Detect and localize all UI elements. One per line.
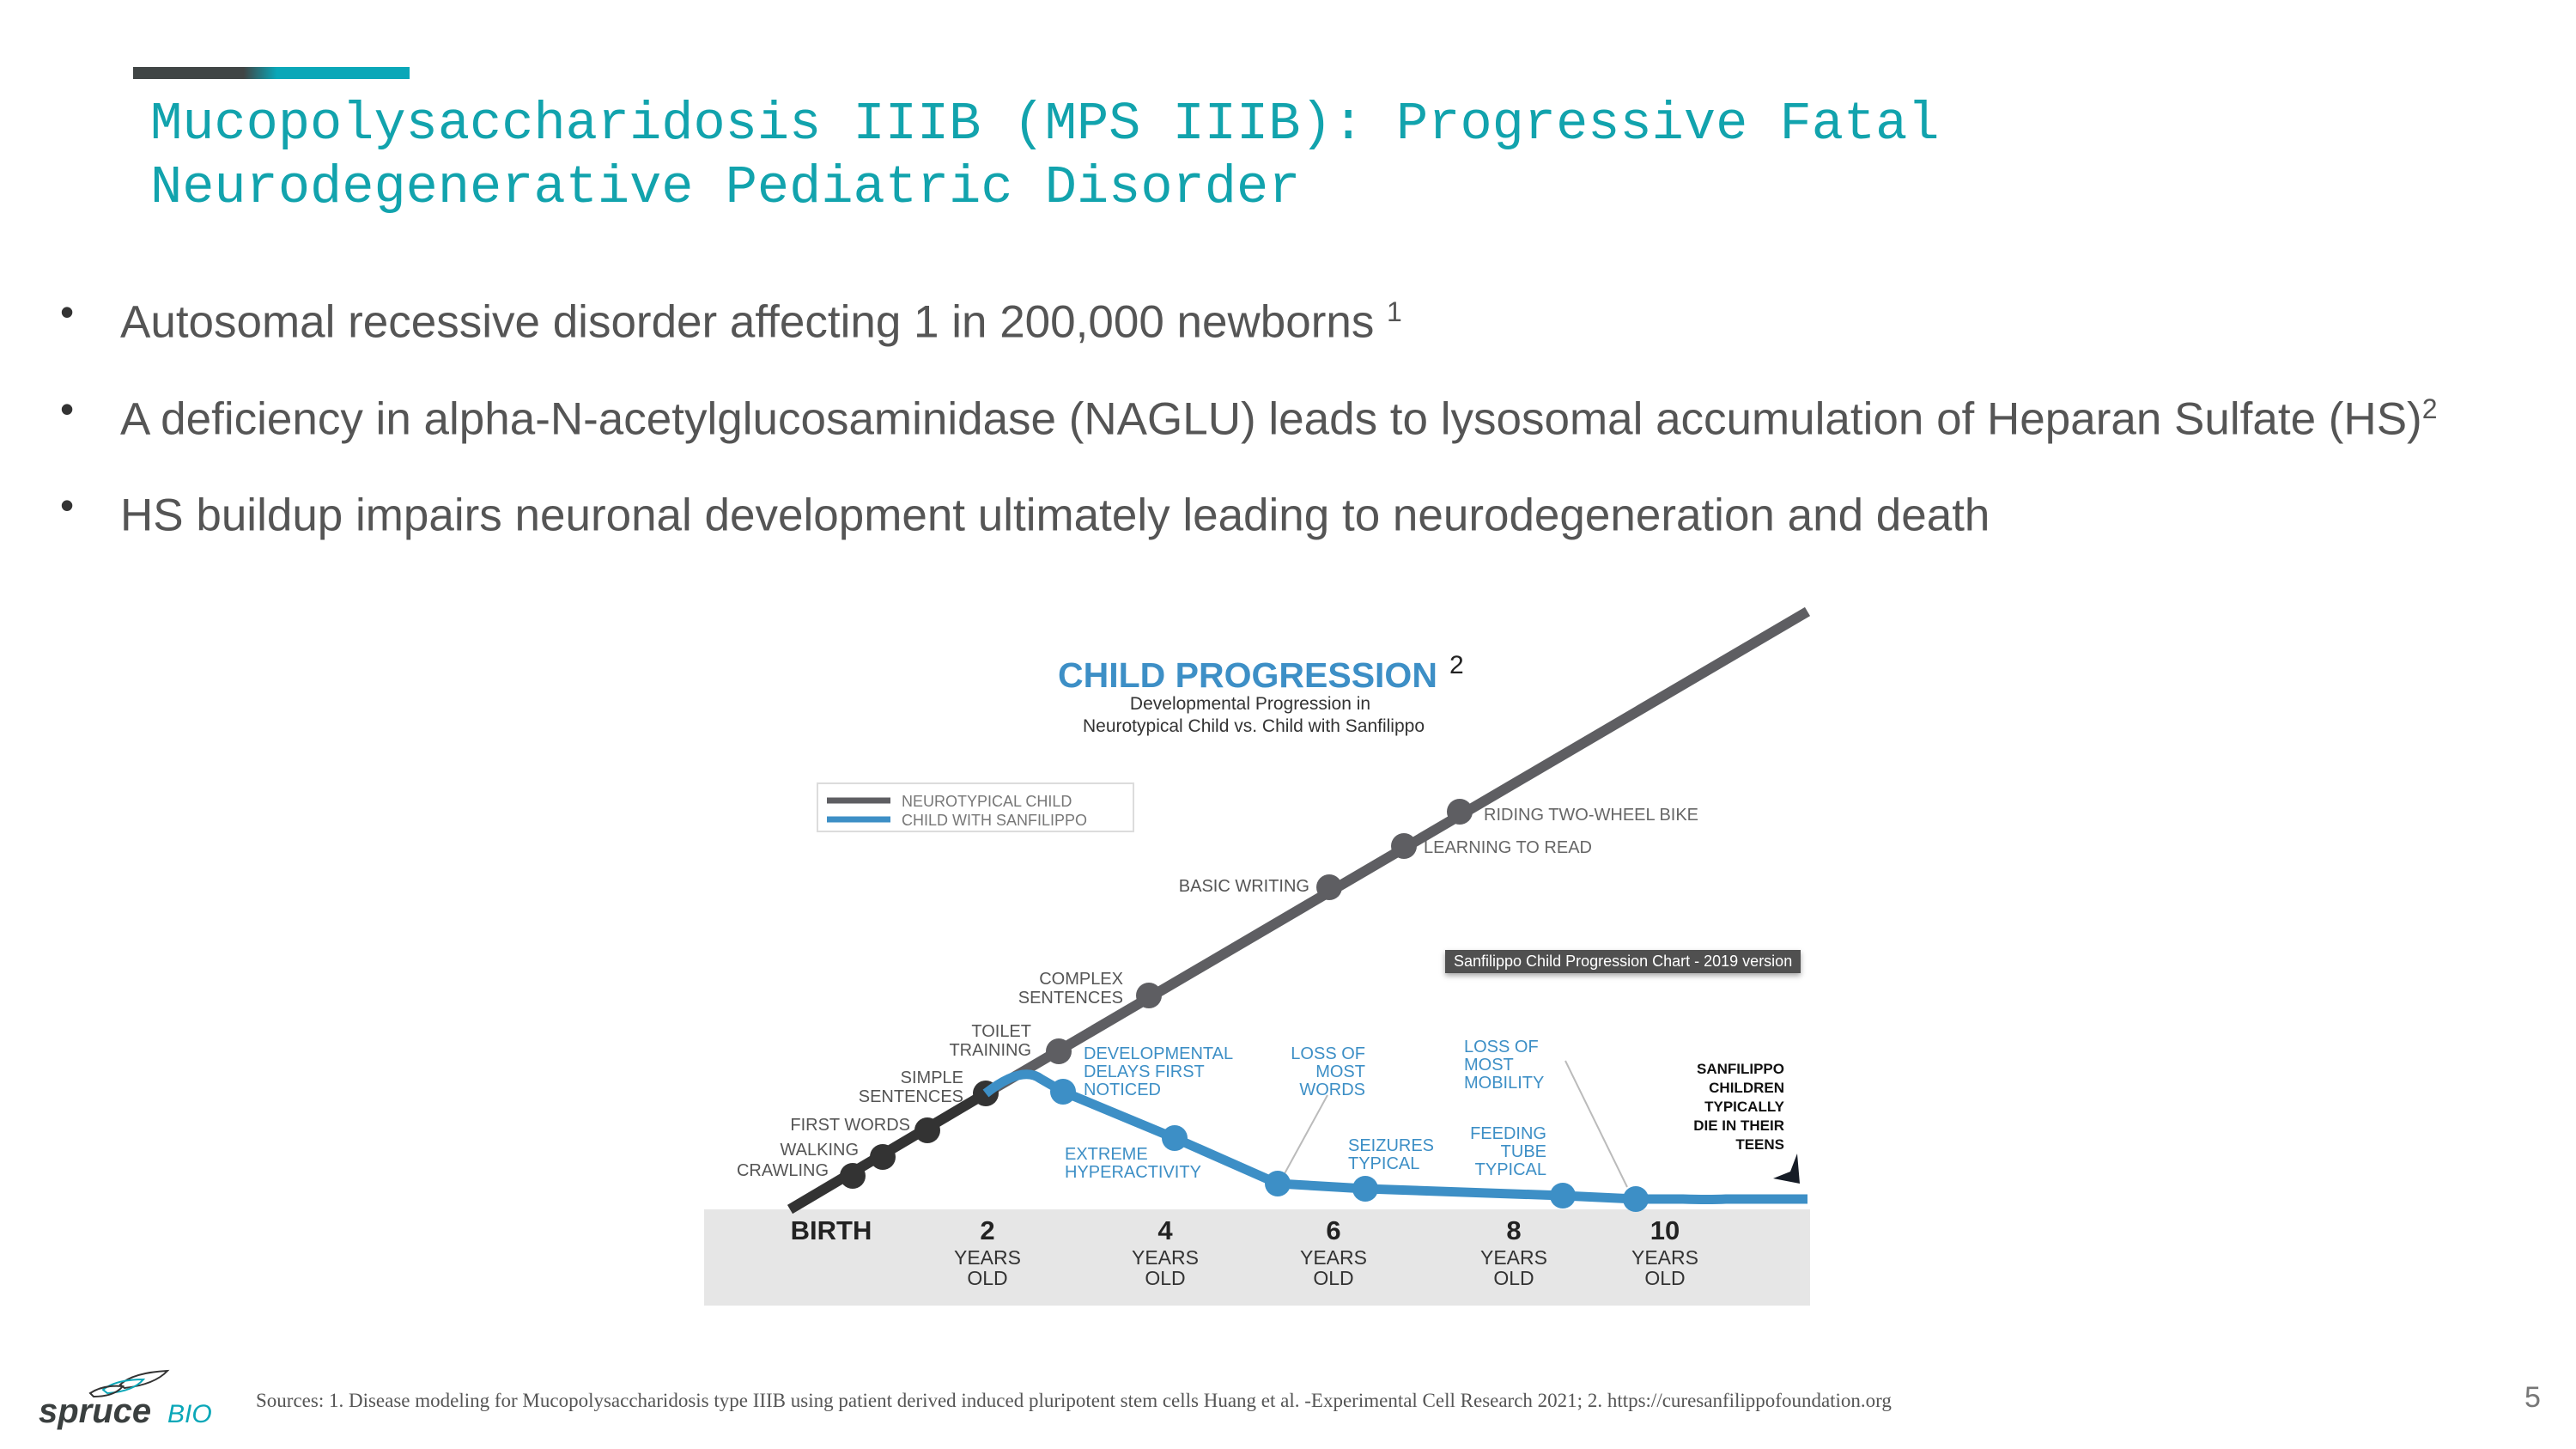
axis-label-birth: BIRTH (791, 1215, 872, 1245)
label-simple-2: SENTENCES (859, 1087, 963, 1106)
bullet-list: • Autosomal recessive disorder affecting … (60, 283, 2516, 574)
label-simple-1: SIMPLE (901, 1068, 963, 1087)
label-death-1: SANFILIPPO (1697, 1061, 1784, 1077)
axis-label-10: 10 (1650, 1215, 1680, 1245)
leader-line-mobility (1564, 1060, 1628, 1188)
label-first-words: FIRST WORDS (790, 1116, 910, 1135)
label-learning-to-read: LEARNING TO READ (1424, 838, 1592, 857)
bullet-icon: • (60, 386, 75, 431)
label-hyper-1: EXTREME (1065, 1145, 1148, 1164)
chart-subtitle-1: Developmental Progression in (1130, 694, 1370, 714)
title-accent-bar (133, 67, 410, 79)
axis-sub-6a: YEARS (1300, 1246, 1367, 1269)
bullet-icon: • (60, 483, 75, 528)
chart-title-sup: 2 (1449, 651, 1464, 679)
bullet-icon: • (60, 289, 75, 334)
label-toilet-1: TOILET (971, 1022, 1031, 1041)
arrow-head-icon (1773, 1154, 1800, 1184)
axis-sub-8b: OLD (1493, 1267, 1534, 1289)
age-axis-band (704, 1209, 1810, 1306)
legend-label-neurotypical: NEUROTYPICAL CHILD (902, 793, 1072, 810)
label-crawling: CRAWLING (737, 1161, 829, 1180)
axis-sub-6b: OLD (1313, 1267, 1353, 1289)
label-basic-writing: BASIC WRITING (1179, 877, 1309, 896)
chart-subtitle-2: Neurotypical Child vs. Child with Sanfil… (1083, 716, 1425, 736)
axis-sub-10a: YEARS (1631, 1246, 1698, 1269)
label-words-2: MOST (1315, 1062, 1365, 1081)
label-death-4: DIE IN THEIR (1693, 1117, 1784, 1134)
label-seizures-2: TYPICAL (1348, 1154, 1419, 1173)
label-mobility-3: MOBILITY (1464, 1074, 1544, 1093)
label-delays-1: DEVELOPMENTAL (1084, 1044, 1233, 1063)
label-death-2: CHILDREN (1709, 1080, 1784, 1096)
chart-legend: NEUROTYPICAL CHILD CHILD WITH SANFILIPPO (817, 782, 1134, 832)
label-mobility-2: MOST (1464, 1056, 1514, 1075)
label-death-5: TEENS (1735, 1136, 1784, 1153)
axis-sub-4a: YEARS (1132, 1246, 1199, 1269)
logo-text-bio: BIO (167, 1400, 212, 1428)
logo-text-spruce: spruce (39, 1392, 151, 1430)
label-delays-2: DELAYS FIRST (1084, 1062, 1205, 1081)
label-words-3: WORDS (1299, 1081, 1365, 1099)
sanfilippo-series (982, 1069, 1807, 1212)
label-toilet-2: TRAINING (949, 1041, 1031, 1060)
label-feeding-1: FEEDING (1470, 1124, 1546, 1143)
label-complex-2: SENTENCES (1018, 989, 1123, 1008)
sources-footnote: Sources: 1. Disease modeling for Mucopol… (256, 1390, 1892, 1411)
axis-label-8: 8 (1506, 1215, 1521, 1245)
spruce-bio-logo: spruce BIO (39, 1369, 212, 1430)
label-mobility-1: LOSS OF (1464, 1038, 1539, 1056)
chart-title: CHILD PROGRESSION (1058, 655, 1437, 695)
axis-sub-10b: OLD (1644, 1267, 1685, 1289)
axis-label-6: 6 (1326, 1215, 1340, 1245)
label-delays-3: NOTICED (1084, 1081, 1161, 1099)
axis-sub-2a: YEARS (954, 1246, 1021, 1269)
label-feeding-2: TUBE (1501, 1142, 1546, 1161)
axis-sub-4b: OLD (1145, 1267, 1185, 1289)
axis-sub-8a: YEARS (1480, 1246, 1547, 1269)
axis-label-4: 4 (1157, 1215, 1173, 1245)
label-walking: WALKING (781, 1141, 860, 1160)
bullet-item: • A deficiency in alpha-N-acetylglucosami… (60, 381, 2516, 448)
label-death-3: TYPICALLY (1704, 1099, 1785, 1115)
slide-title: Mucopolysaccharidosis IIIB (MPS IIIB): P… (150, 94, 1940, 218)
bullet-item: • HS buildup impairs neuronal development… (60, 477, 2516, 545)
chart-version-label: Sanfilippo Child Progression Chart - 201… (1445, 950, 1801, 973)
axis-label-2: 2 (980, 1215, 994, 1245)
label-complex-1: COMPLEX (1039, 970, 1123, 989)
label-hyper-2: HYPERACTIVITY (1065, 1163, 1201, 1182)
neurotypical-series (787, 606, 1811, 1215)
page-number: 5 (2524, 1381, 2541, 1414)
label-words-1: LOSS OF (1291, 1044, 1365, 1063)
label-riding-bike: RIDING TWO-WHEEL BIKE (1484, 806, 1698, 825)
bullet-item: • Autosomal recessive disorder affecting … (60, 283, 2516, 351)
leaf-icon (88, 1369, 170, 1398)
label-feeding-3: TYPICAL (1475, 1160, 1546, 1179)
leader-line-words (1282, 1094, 1328, 1178)
label-seizures-1: SEIZURES (1348, 1136, 1434, 1155)
axis-sub-2b: OLD (967, 1267, 1007, 1289)
legend-label-sanfilippo: CHILD WITH SANFILIPPO (902, 812, 1087, 829)
